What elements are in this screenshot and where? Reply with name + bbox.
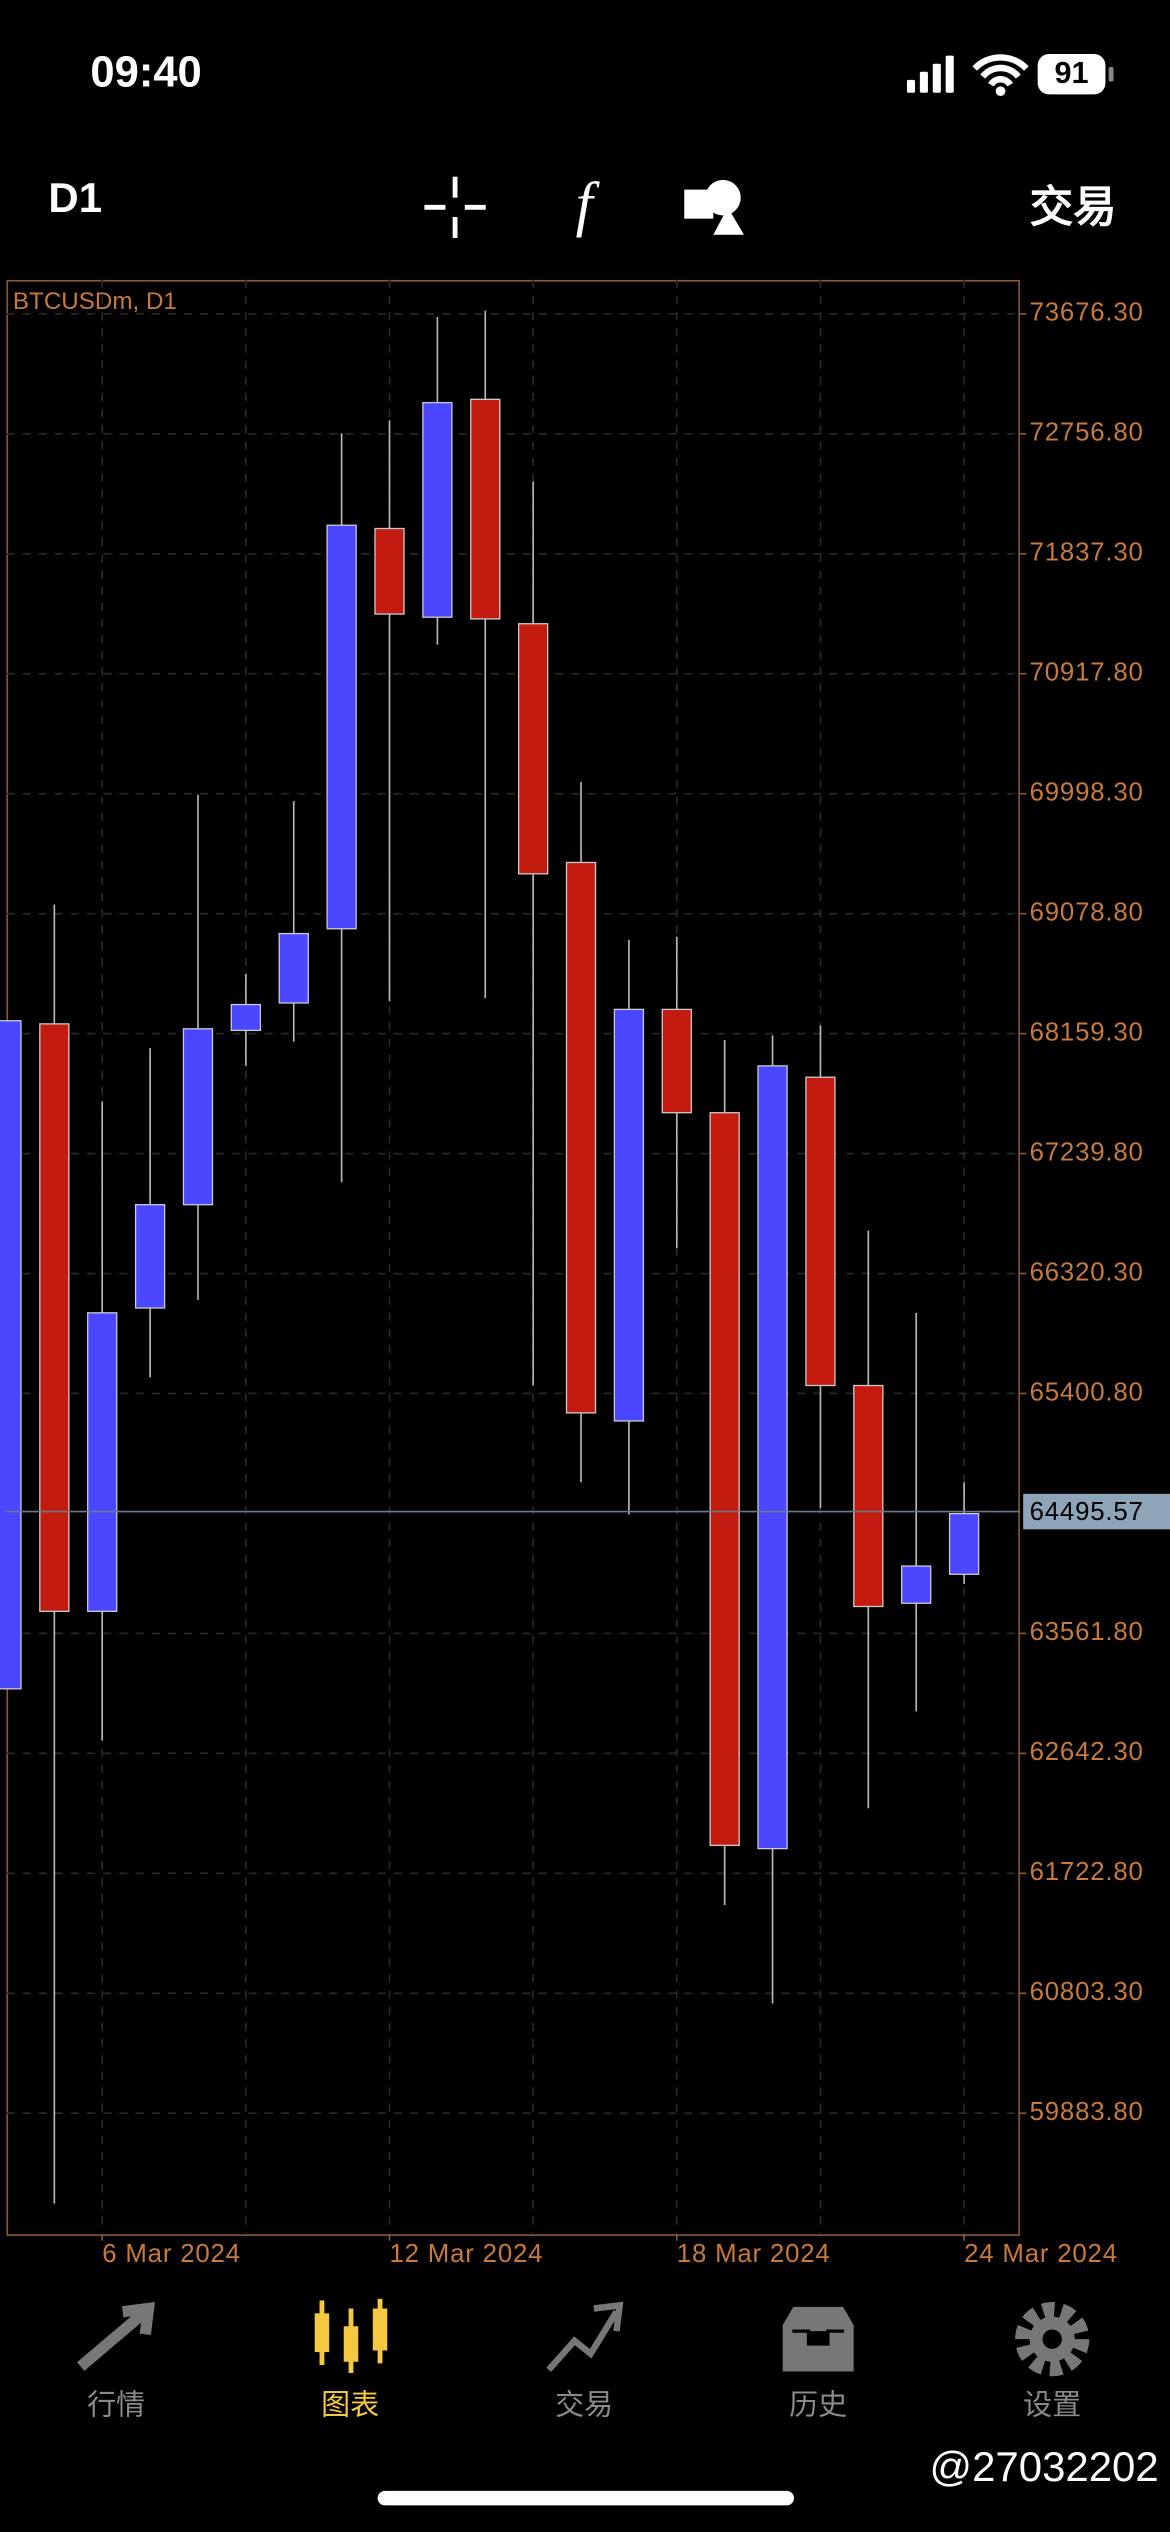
candle-body — [134, 1204, 166, 1309]
candle-body — [326, 524, 357, 930]
candle-body — [805, 1076, 836, 1387]
battery-tip — [1108, 66, 1114, 82]
tab-label[interactable]: 行情 — [87, 2389, 145, 2422]
tab-icon[interactable] — [546, 2301, 624, 2372]
x-tick-label: 24 Mar 2024 — [964, 2240, 1118, 2268]
chart-title: BTCUSDm, D1 — [13, 288, 177, 315]
candle-body — [0, 1020, 22, 1690]
status-time: 09:40 — [90, 49, 201, 97]
signal-icon — [906, 55, 954, 93]
y-tick-label: 72756.80 — [1030, 419, 1144, 447]
y-tick-label: 59883.80 — [1030, 2098, 1144, 2126]
y-tick-label: 60803.30 — [1030, 1978, 1144, 2006]
wifi-icon — [972, 54, 1029, 87]
tab-label[interactable]: 交易 — [555, 2389, 613, 2422]
current-price-box — [1023, 1493, 1170, 1530]
tab-icon[interactable] — [779, 2303, 857, 2375]
y-tick-label: 62642.30 — [1030, 1738, 1144, 1766]
tab-icon[interactable] — [77, 2302, 155, 2371]
tab-bar: 行情 图表 交易 历史 设置 — [77, 2298, 1090, 2422]
candle-body — [948, 1512, 980, 1575]
candle-body — [661, 1008, 692, 1114]
candle-body — [87, 1312, 118, 1612]
candle-body — [374, 527, 405, 615]
y-tick-label: 67239.80 — [1030, 1138, 1144, 1166]
candle-body — [182, 1028, 214, 1206]
y-tick-label: 73676.30 — [1030, 299, 1144, 327]
candle-body — [757, 1065, 788, 1850]
tab-icon[interactable] — [314, 2298, 388, 2374]
wifi-dot — [995, 86, 1006, 96]
watermark: @27032202 — [930, 2443, 1159, 2490]
timeframe-button[interactable]: D1 — [48, 174, 102, 221]
y-tick-label: 71837.30 — [1030, 539, 1144, 567]
y-tick-label: 65400.80 — [1030, 1378, 1144, 1406]
candle-body — [901, 1565, 932, 1604]
tab-label[interactable]: 设置 — [1023, 2390, 1081, 2422]
candle-body — [470, 398, 501, 620]
candle-body — [565, 861, 597, 1414]
y-tick-label: 70917.80 — [1030, 659, 1144, 687]
plot: 73676.30 72756.80 71837.30 70917.80 69998.30… — [0, 279, 1170, 2268]
candle-body — [39, 1023, 70, 1612]
y-tick-label: 63561.80 — [1030, 1618, 1144, 1646]
y-tick-label: 69998.30 — [1030, 779, 1144, 807]
tab-icon[interactable] — [1015, 2302, 1090, 2377]
current-price-label: 64495.57 — [1030, 1498, 1144, 1526]
x-tick-label: 6 Mar 2024 — [102, 2240, 241, 2268]
battery-level: 91 — [1055, 56, 1089, 90]
candle-body — [853, 1384, 884, 1608]
home-indicator — [377, 2490, 794, 2506]
objects-button[interactable] — [684, 179, 744, 235]
candle-body — [230, 1003, 262, 1032]
candle-body — [422, 401, 453, 618]
candle-body — [517, 623, 549, 875]
tab-label[interactable]: 历史 — [789, 2389, 847, 2422]
y-tick-label: 69078.80 — [1030, 898, 1144, 926]
y-tick-label: 66320.30 — [1030, 1258, 1144, 1286]
y-tick-label: 61722.80 — [1030, 1858, 1144, 1886]
y-tick-label: 68159.30 — [1030, 1018, 1144, 1046]
x-tick-label: 18 Mar 2024 — [677, 2240, 831, 2268]
battery-icon — [1037, 54, 1106, 95]
candle-body — [613, 1008, 645, 1422]
candle-body — [709, 1112, 740, 1847]
candle-body — [278, 932, 309, 1004]
crosshair-button[interactable] — [424, 176, 486, 239]
trade-button[interactable]: 交易 — [1030, 184, 1117, 232]
tab-label[interactable]: 图表 — [321, 2389, 379, 2422]
x-tick-label: 12 Mar 2024 — [390, 2240, 544, 2268]
